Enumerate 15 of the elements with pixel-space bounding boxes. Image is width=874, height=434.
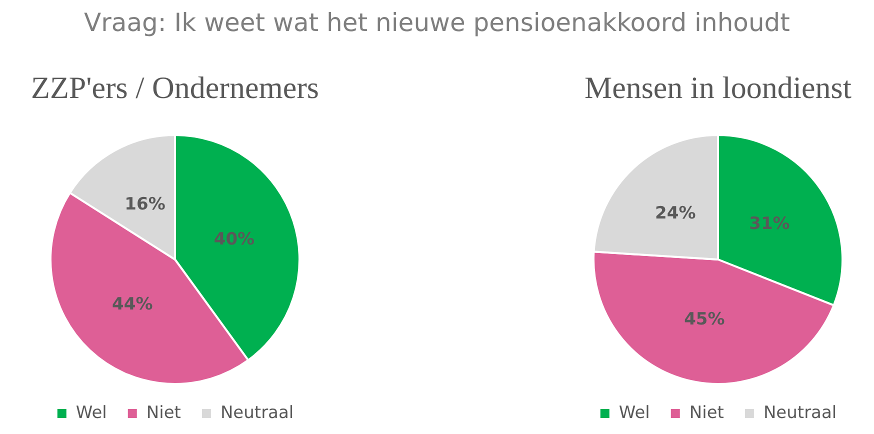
data-label: 40% <box>214 230 255 250</box>
data-label: 16% <box>124 194 166 214</box>
legend-label: Neutraal <box>220 402 294 423</box>
legend-label: Wel <box>76 402 107 423</box>
data-label: 45% <box>684 310 725 330</box>
text: Vraag: Ik weet wat het nieuwe pensioenakkoord inhoudt <box>83 8 791 37</box>
legend-label: Niet <box>146 402 182 423</box>
chart-title: ZZP'ers / Ondernemers <box>30 70 320 107</box>
data-label: 24% <box>655 204 696 224</box>
legend-label: Niet <box>689 402 724 423</box>
data-label: 31% <box>749 214 790 234</box>
chart-title: Mensen in loondienst <box>584 70 852 107</box>
legend-label: Wel <box>618 402 650 423</box>
data-label: 44% <box>112 294 153 314</box>
legend-label: Neutraal <box>763 402 837 423</box>
